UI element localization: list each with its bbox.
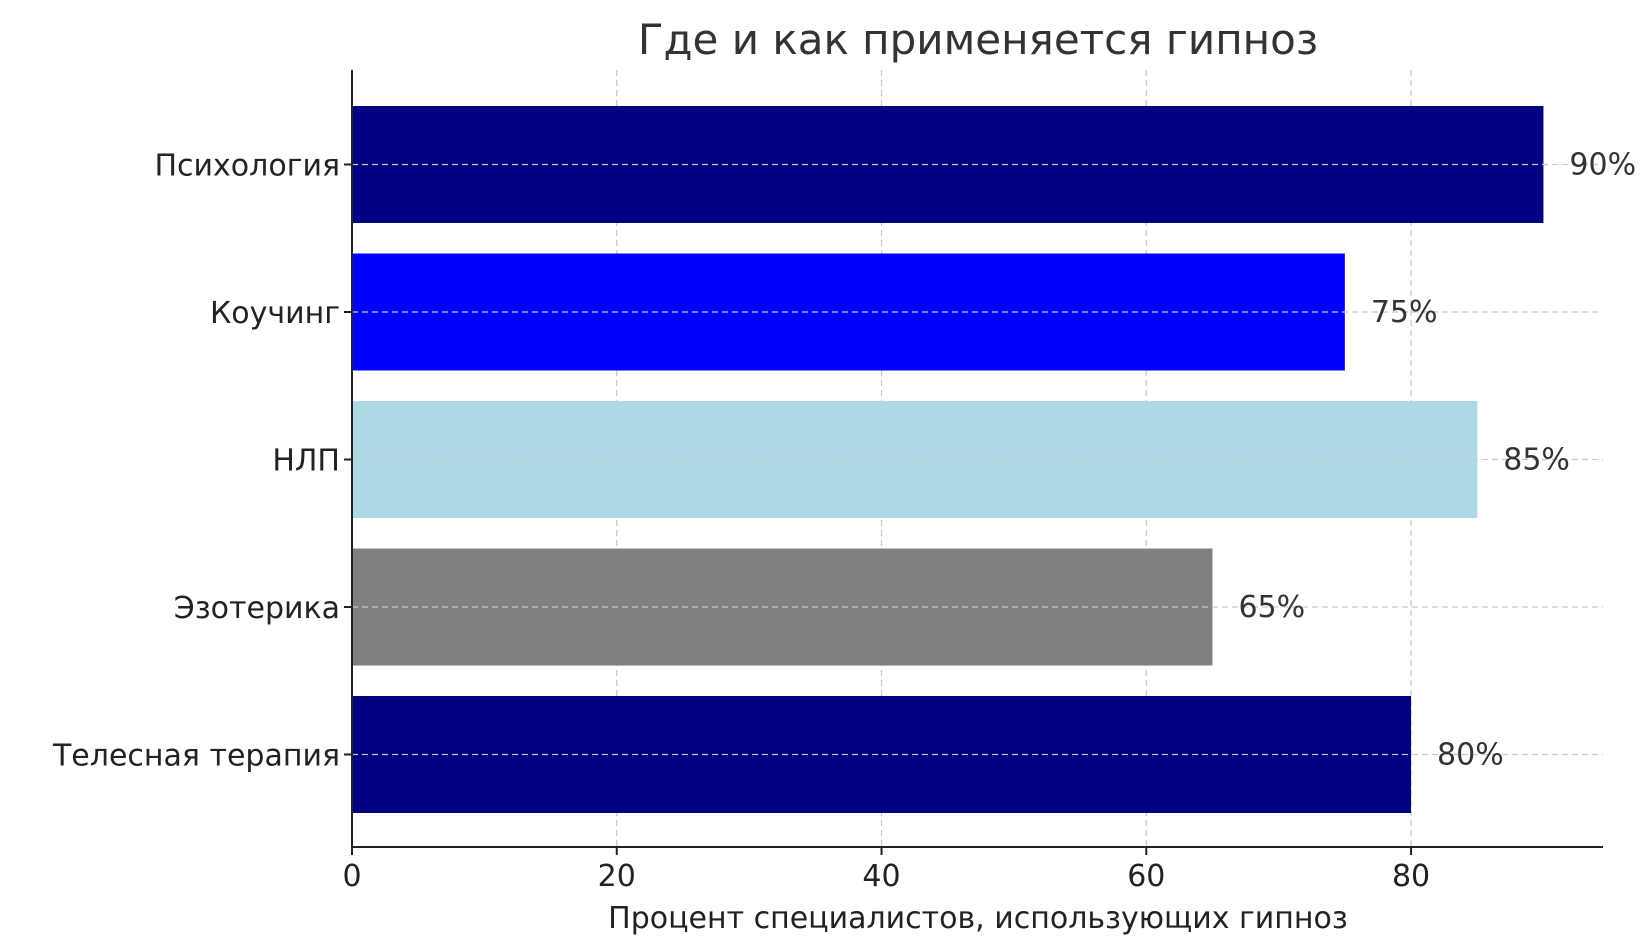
category-label: Эзотерика [174, 591, 340, 626]
horizontal-grid [352, 163, 1603, 756]
bar-value-label: 80% [1437, 738, 1504, 773]
category-label: Телесная терапия [52, 739, 340, 774]
bars [352, 106, 1544, 813]
bar-value-label: 85% [1503, 443, 1570, 478]
x-tick-label: 80 [1392, 859, 1430, 894]
bar-value-label: 65% [1238, 590, 1305, 625]
category-label: Коучинг [210, 296, 340, 331]
x-tick-label: 60 [1127, 859, 1165, 894]
category-label: Психология [155, 149, 341, 184]
bar-value-label: 75% [1371, 295, 1438, 330]
x-axis-ticks: 0 20 40 60 80 [342, 847, 1430, 894]
value-labels: 90% 75% 85% 65% 80% [1238, 148, 1636, 773]
bar-value-label: 90% [1569, 148, 1636, 183]
x-tick-label: 0 [342, 859, 361, 894]
x-tick-label: 20 [598, 859, 636, 894]
y-axis-ticks: Психология Коучинг НЛП Эзотерика Телесная те… [52, 149, 352, 774]
chart-title: Где и как применяется гипноз [638, 15, 1318, 64]
x-axis-label: Процент специалистов, использующих гипно… [608, 901, 1348, 936]
category-label: НЛП [272, 444, 340, 479]
x-tick-label: 40 [862, 859, 900, 894]
